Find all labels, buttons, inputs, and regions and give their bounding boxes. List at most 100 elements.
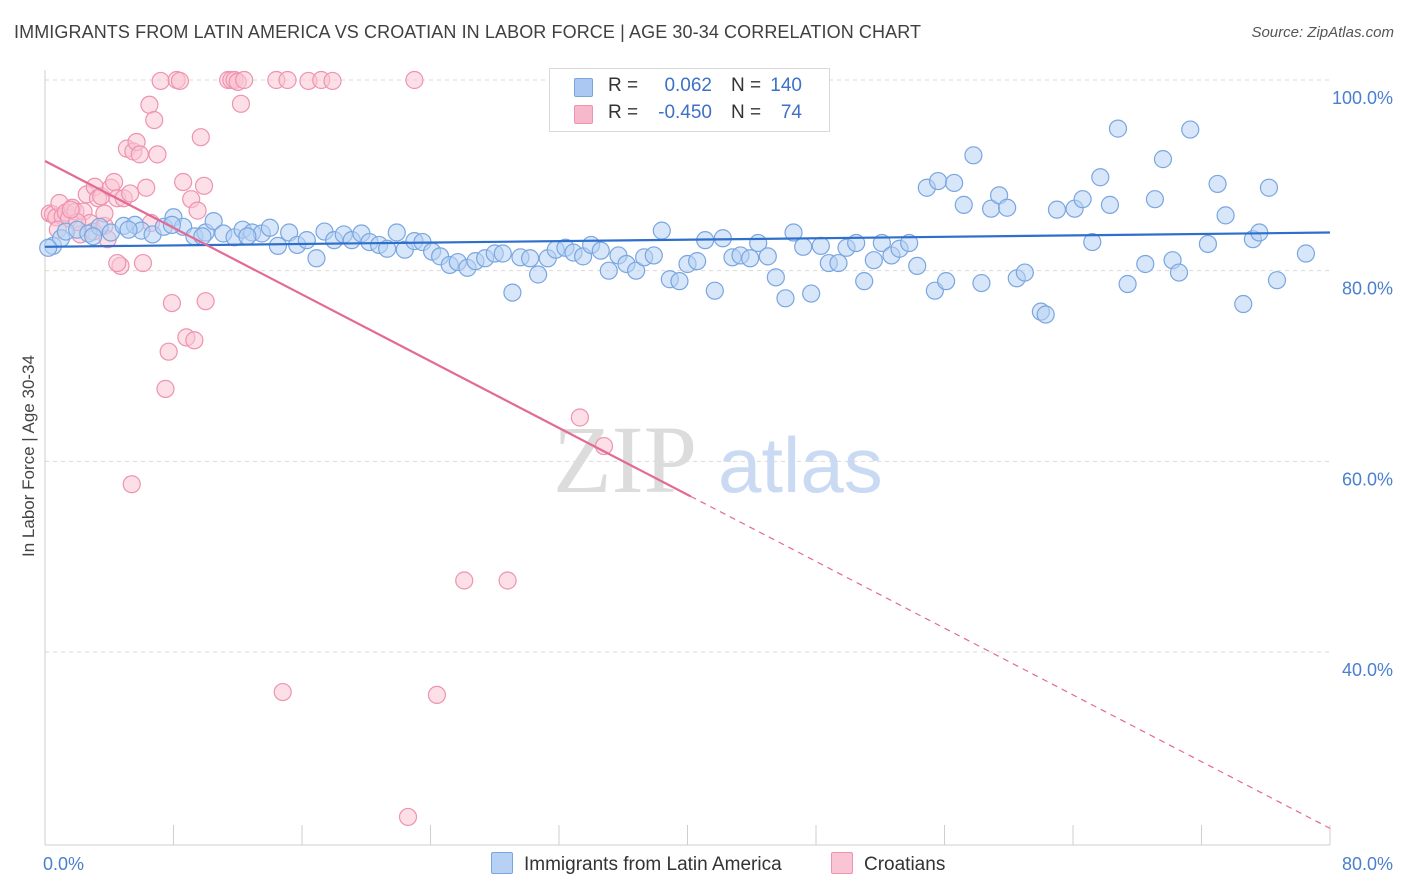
axes [44, 70, 1331, 846]
correlation-legend: R = 0.062 N = 140 R = -0.450 N = 74 [549, 68, 830, 132]
latin-america-point [503, 283, 522, 302]
latin-america-point [794, 237, 813, 256]
croatians-point [185, 331, 204, 350]
latin-america-point [529, 265, 548, 284]
trend-lines [44, 160, 1331, 829]
latin-america-point [1100, 195, 1120, 214]
croatians-point [137, 178, 156, 197]
croatians-point [156, 379, 175, 398]
croatians-point [104, 172, 124, 192]
latin-america-point [1198, 234, 1218, 254]
latin-america-point [520, 249, 540, 268]
croatians-point [140, 95, 159, 114]
latin-america-point [964, 146, 983, 165]
latin-america-points [39, 119, 1316, 324]
latin-america-point [784, 223, 803, 242]
latin-america-point [872, 233, 891, 253]
latin-america-point [1296, 244, 1316, 263]
croatians-point [405, 70, 424, 90]
latin-america-point [204, 211, 223, 231]
latin-america-point [1216, 206, 1235, 225]
y-tick-labels: 40.0% 60.0% 80.0% 100.0% [1332, 88, 1393, 680]
legend-row-croatians: R = -0.450 N = 74 [550, 100, 829, 128]
croatians-points [40, 70, 614, 827]
y-tick-label: 80.0% [1342, 279, 1393, 299]
latin-america-point [599, 261, 618, 280]
latin-america-point [260, 218, 279, 237]
croatians-point [278, 70, 297, 90]
latin-america-point [972, 273, 991, 293]
latin-america-point [741, 249, 760, 268]
croatians-point [159, 342, 178, 361]
latin-america-point [1267, 271, 1287, 290]
series-legend: Immigrants from Latin America Croatians [0, 852, 1406, 878]
croatians-point [162, 293, 181, 313]
croatians-point [398, 807, 418, 827]
croatians-point [133, 253, 153, 273]
croatians-point [61, 200, 80, 219]
latin-america-point [591, 241, 610, 260]
source-label: Source: ZipAtlas.com [1251, 24, 1394, 41]
latin-america-point [900, 233, 919, 253]
x-tick-label: 0.0% [43, 854, 84, 874]
croatians-point [273, 682, 292, 702]
latin-america-point [1036, 305, 1055, 324]
legend-r-value: -0.450 [658, 102, 712, 123]
chart-title: IMMIGRANTS FROM LATIN AMERICA VS CROATIA… [14, 22, 922, 42]
latin-america-point [688, 252, 707, 271]
croatians-point [174, 172, 193, 192]
latin-america-point [776, 289, 795, 308]
croatians-point [427, 685, 447, 705]
latin-america-point [864, 251, 883, 270]
latin-america-point [1083, 232, 1102, 252]
croatians-trend-line-extension [690, 495, 1331, 829]
legend-r-label: R = [608, 75, 639, 96]
latin-america-point [1153, 150, 1173, 169]
legend-label-croatians: Croatians [864, 854, 946, 875]
croatians-point [498, 571, 517, 590]
latin-america-point [1145, 190, 1165, 209]
latin-america-trend-line [44, 231, 1331, 248]
latin-america-point [998, 198, 1017, 217]
legend-row-latin-america: R = 0.062 N = 140 [550, 73, 829, 101]
legend-r-label: R = [608, 102, 639, 123]
croatians-point [323, 71, 342, 91]
legend-n-label: N = [731, 75, 762, 96]
croatians-trend-line [44, 160, 692, 498]
legend-swatch-blue [574, 78, 593, 97]
grid [45, 79, 1330, 653]
latin-america-point [758, 247, 777, 266]
latin-america-point [297, 231, 316, 250]
legend-item-croatians: Croatians [831, 852, 945, 876]
latin-america-point [1118, 274, 1137, 294]
legend-swatch-pink [574, 105, 593, 124]
latin-america-point [652, 221, 671, 240]
croatians-point [122, 475, 141, 494]
watermark: ZIP atlas [553, 406, 883, 513]
latin-america-point [626, 261, 646, 280]
latin-america-point [945, 173, 964, 193]
legend-item-latin-america: Immigrants from Latin America [491, 852, 782, 876]
croatians-point [170, 71, 190, 91]
y-tick-label: 40.0% [1342, 660, 1393, 680]
latin-america-point [937, 272, 956, 291]
croatians-point [455, 571, 474, 590]
croatians-point [108, 253, 127, 273]
latin-america-point [1047, 200, 1067, 219]
legend-n-value: 140 [770, 75, 802, 96]
latin-america-point [1259, 178, 1279, 197]
croatians-point [130, 145, 149, 164]
y-tick-label: 100.0% [1332, 88, 1393, 108]
latin-america-point [1015, 263, 1034, 282]
x-tick-label: 80.0% [1342, 854, 1393, 874]
latin-america-point [670, 272, 689, 291]
latin-america-point [855, 272, 874, 291]
latin-america-point [908, 256, 927, 275]
latin-america-point [84, 227, 103, 246]
latin-america-point [802, 284, 821, 303]
latin-america-point [1136, 254, 1155, 274]
x-tick-labels: 0.0% 80.0% [43, 854, 1393, 874]
latin-america-point [1181, 120, 1200, 139]
legend-n-value: 74 [780, 102, 802, 123]
